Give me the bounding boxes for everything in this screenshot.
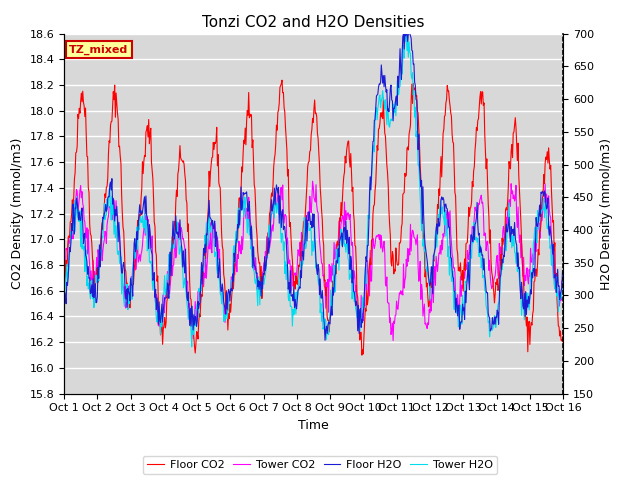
Floor H2O (321, 337, 329, 343)
Tower H2O (188, 344, 196, 349)
Floor CO2 (376, 126, 383, 132)
Tower CO2 (308, 178, 316, 184)
Tower H2O (559, 278, 567, 284)
Text: TZ_mixed: TZ_mixed (69, 44, 128, 55)
Tower CO2 (120, 296, 128, 301)
Tower H2O (198, 262, 206, 267)
Tower H2O (401, 31, 409, 36)
Floor H2O (60, 299, 68, 304)
Legend: Floor CO2, Tower CO2, Floor H2O, Tower H2O: Floor CO2, Tower CO2, Floor H2O, Tower H… (143, 456, 497, 474)
Floor H2O (559, 271, 567, 277)
Tower CO2 (60, 262, 68, 268)
Floor CO2 (278, 77, 286, 83)
Tower H2O (389, 101, 397, 107)
Line: Tower H2O: Tower H2O (64, 34, 563, 347)
Floor H2O (198, 260, 205, 265)
Tower H2O (69, 222, 77, 228)
Line: Floor H2O: Floor H2O (64, 34, 563, 340)
Tower H2O (374, 101, 382, 107)
Floor CO2 (69, 205, 77, 211)
Line: Tower CO2: Tower CO2 (64, 181, 563, 340)
Floor CO2 (198, 292, 205, 298)
X-axis label: Time: Time (298, 419, 329, 432)
Tower H2O (120, 303, 128, 309)
Tower CO2 (172, 231, 179, 237)
Line: Floor CO2: Floor CO2 (64, 80, 563, 355)
Tower CO2 (198, 288, 205, 293)
Floor CO2 (358, 352, 365, 358)
Title: Tonzi CO2 and H2O Densities: Tonzi CO2 and H2O Densities (202, 15, 425, 30)
Floor H2O (69, 201, 77, 207)
Floor H2O (399, 31, 407, 36)
Y-axis label: CO2 Density (mmol/m3): CO2 Density (mmol/m3) (11, 138, 24, 289)
Floor H2O (389, 118, 397, 124)
Floor H2O (374, 84, 382, 90)
Floor H2O (120, 266, 128, 272)
Tower CO2 (390, 318, 397, 324)
Tower CO2 (389, 337, 397, 343)
Floor H2O (172, 228, 179, 234)
Tower H2O (60, 309, 68, 315)
Tower CO2 (559, 279, 567, 285)
Floor CO2 (559, 333, 567, 339)
Tower CO2 (69, 236, 77, 242)
Y-axis label: H2O Density (mmol/m3): H2O Density (mmol/m3) (600, 138, 612, 289)
Tower H2O (172, 229, 179, 235)
Floor CO2 (172, 222, 179, 228)
Floor CO2 (390, 271, 397, 277)
Floor CO2 (60, 283, 68, 289)
Tower CO2 (374, 232, 382, 238)
Floor CO2 (120, 247, 128, 252)
